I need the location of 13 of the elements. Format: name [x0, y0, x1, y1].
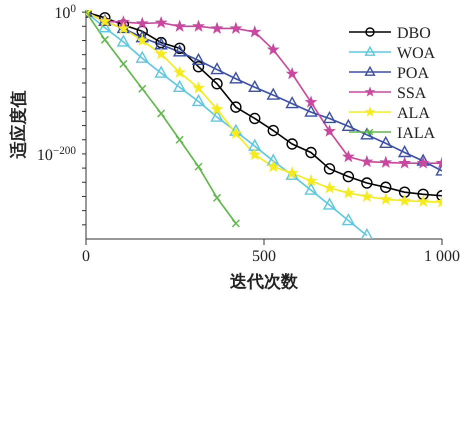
x-tick-label: 500 — [252, 248, 276, 265]
legend-label: IALA — [397, 125, 436, 142]
legend-label: DBO — [397, 25, 431, 42]
x-tick-label: 1 000 — [424, 248, 460, 265]
y-axis-title: 适应度值 — [9, 90, 28, 160]
legend-label: ALA — [397, 105, 430, 122]
x-axis-title: 迭代次数 — [229, 272, 299, 291]
legend-label: SSA — [397, 85, 427, 102]
legend-label: WOA — [397, 45, 436, 62]
legend-label: POA — [397, 65, 430, 82]
y-tick-label: 10$^{−200}$ — [36, 144, 76, 164]
y-tick-label: 10$^{0}$ — [54, 3, 76, 22]
x-tick-label: 0 — [82, 248, 90, 265]
